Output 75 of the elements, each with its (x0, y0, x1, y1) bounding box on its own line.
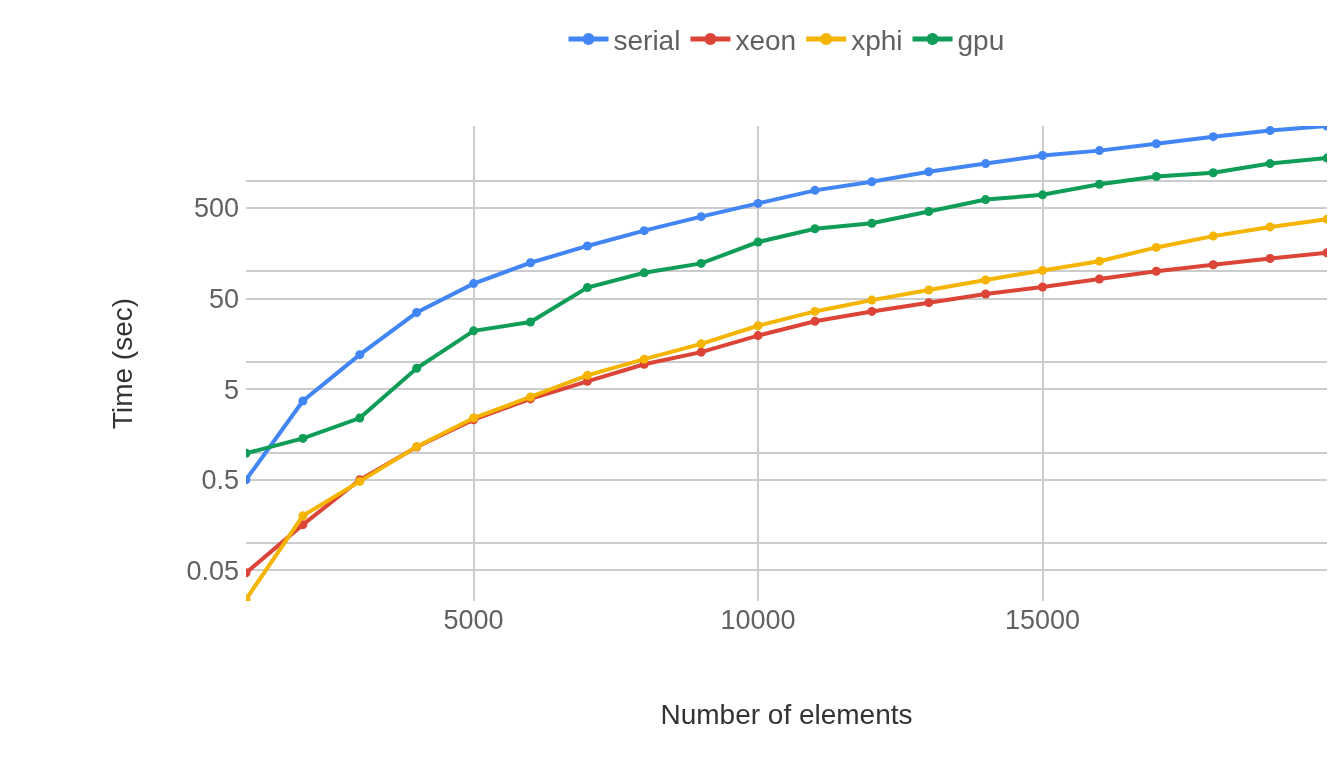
point (1038, 282, 1048, 292)
point (1038, 151, 1048, 161)
point (810, 224, 820, 234)
point (1094, 179, 1104, 189)
point (981, 159, 991, 169)
point (1151, 242, 1161, 252)
point (1094, 256, 1104, 266)
point (1151, 171, 1161, 181)
point (1265, 222, 1275, 232)
point (1151, 139, 1161, 149)
point (867, 218, 877, 228)
point (298, 396, 308, 406)
x-axis-title: Number of elements (660, 699, 913, 731)
y-tick-label: 50 (208, 283, 239, 314)
point (469, 326, 479, 336)
y-tick-label: 500 (193, 193, 239, 224)
point (753, 321, 763, 331)
point (924, 285, 934, 295)
point (1208, 132, 1218, 142)
point (753, 198, 763, 208)
point (696, 258, 706, 268)
point (639, 354, 649, 364)
point (696, 347, 706, 357)
point (810, 306, 820, 316)
point (981, 195, 991, 205)
x-tick-label: 15000 (1004, 605, 1081, 635)
point (810, 185, 820, 195)
point (867, 295, 877, 305)
y-tick-label: 0.05 (186, 555, 239, 586)
point (469, 279, 479, 289)
point (1208, 231, 1218, 241)
point (981, 289, 991, 299)
point (1038, 190, 1048, 200)
point (1038, 265, 1048, 275)
legend-label: gpu (957, 24, 1005, 56)
legend-label: xeon (735, 24, 797, 56)
point (981, 275, 991, 285)
point (810, 316, 820, 326)
point (582, 283, 592, 293)
point (412, 363, 422, 373)
y-tick-label: 0.5 (201, 465, 239, 496)
point (753, 331, 763, 341)
point (1151, 266, 1161, 276)
point (639, 226, 649, 236)
point (1265, 159, 1275, 169)
y-axis-title: Time (sec) (107, 297, 139, 430)
point (355, 413, 365, 423)
point (355, 350, 365, 360)
point (696, 339, 706, 349)
point (1094, 146, 1104, 156)
point (582, 370, 592, 380)
point (924, 206, 934, 216)
point (412, 308, 422, 318)
legend-label: xphi (851, 24, 903, 56)
point (639, 268, 649, 278)
point (298, 511, 308, 521)
legend-label: serial (613, 24, 681, 56)
point (1265, 126, 1275, 135)
point (1208, 168, 1218, 178)
point (924, 167, 934, 177)
point (867, 306, 877, 316)
point (924, 298, 934, 308)
point (1094, 274, 1104, 284)
point (753, 237, 763, 247)
point (525, 317, 535, 327)
point (298, 433, 308, 443)
point (525, 258, 535, 268)
point (1265, 254, 1275, 264)
point (867, 177, 877, 187)
x-tick-label: 5000 (443, 605, 504, 635)
y-tick-label: 5 (223, 374, 239, 405)
x-tick-label: 10000 (720, 605, 796, 635)
point (1208, 260, 1218, 270)
point (582, 241, 592, 251)
point (696, 212, 706, 222)
